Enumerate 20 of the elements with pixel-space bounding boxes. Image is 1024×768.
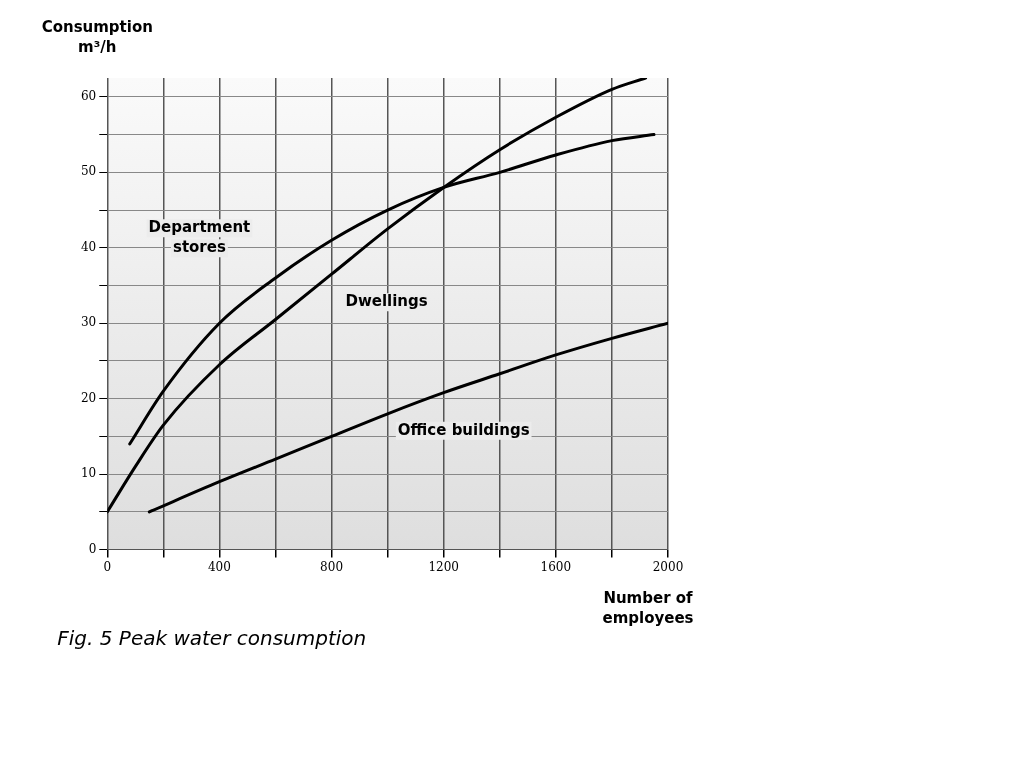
y-tick-label: 50: [80, 164, 97, 179]
y-tick-label: 30: [80, 315, 97, 330]
x-tick-label: 2000: [652, 559, 684, 574]
y-tick-label: 10: [80, 466, 97, 481]
line-series: [147, 321, 668, 514]
x-tick-label: 800: [320, 559, 344, 574]
text: Department stores: [148, 218, 251, 257]
caption: Fig. 5 Peak water consumption: [57, 625, 367, 650]
x-tick-label: 1200: [428, 559, 459, 574]
x-tick-label: 400: [207, 559, 231, 574]
x-tick-label: 0: [103, 559, 112, 574]
series-label: Office buildings: [397, 420, 530, 439]
y-axis-title: Consumption m³/h: [41, 17, 153, 56]
series-label: Dwellings: [345, 292, 428, 311]
y-tick-label: 60: [80, 88, 97, 103]
y-tick-label: 0: [88, 541, 97, 556]
y-tick-label: 40: [80, 239, 97, 254]
y-tick-label: 20: [80, 390, 97, 405]
x-axis-title: Number of employees: [602, 589, 694, 628]
x-tick-label: 1600: [540, 559, 572, 574]
